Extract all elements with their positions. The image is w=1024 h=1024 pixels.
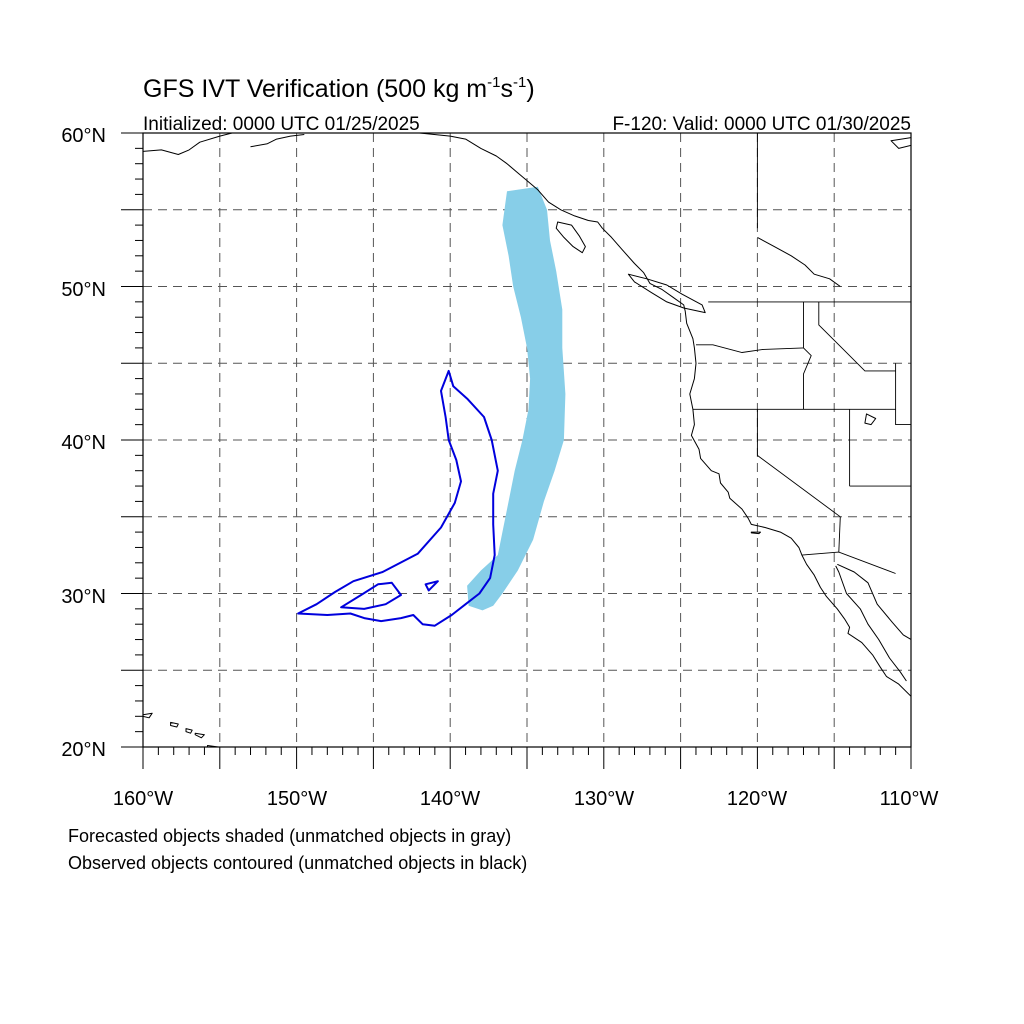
coastline-kenai-piece	[250, 134, 305, 148]
lat-label-30n: 30°N	[61, 586, 106, 608]
caption-observed: Observed objects contoured (unmatched ob…	[68, 853, 527, 873]
coastline-hawaii-4	[194, 732, 205, 739]
valid-time-label: F-120: Valid: 0000 UTC 01/30/2025	[612, 114, 911, 135]
coastline-gulf-california-west	[835, 565, 907, 682]
lon-label-130w: 130°W	[574, 788, 634, 810]
coastline-alaska-sw	[143, 133, 233, 155]
coastline-haida-gwaii	[555, 221, 586, 254]
init-time-label: Initialized: 0000 UTC 01/25/2025	[143, 114, 420, 135]
border-or-wa	[696, 344, 804, 353]
coastline-gulf-california-east	[837, 563, 911, 640]
lon-label-150w: 150°W	[267, 788, 327, 810]
border-id-mt	[818, 301, 896, 372]
border-ca-nv	[756, 409, 841, 518]
lat-label-40n: 40°N	[61, 432, 106, 454]
observed-ivt-inner-contour	[340, 581, 402, 610]
coastline-alaska-panhandle	[296, 133, 603, 229]
lat-label-50n: 50°N	[61, 279, 106, 301]
coastline-ne-corner	[890, 137, 911, 149]
coastline-channel-islands	[750, 531, 761, 535]
border-wy-border	[895, 363, 911, 426]
lat-label-60n: 60°N	[61, 125, 106, 147]
coastline-great-salt-lake	[864, 413, 877, 426]
lon-label-110w: 110°W	[880, 788, 939, 810]
observed-ivt-contour	[297, 369, 499, 627]
lon-label-160w: 160°W	[113, 788, 173, 810]
coastline-hawaii-3	[185, 728, 193, 734]
forecast-objects	[467, 186, 566, 611]
lon-label-140w: 140°W	[420, 788, 480, 810]
coastline-lake-canada	[757, 236, 841, 287]
caption-forecast: Forecasted objects shaded (unmatched obj…	[68, 826, 511, 846]
observed-ivt-small-contour	[424, 580, 439, 592]
coastline-west-coast	[601, 227, 911, 697]
lat-label-20n: 20°N	[61, 739, 106, 761]
figure-title: GFS IVT Verification (500 kg m-1s-1)	[143, 74, 535, 103]
axis-ticks	[121, 132, 912, 769]
observed-objects	[297, 369, 499, 627]
coastline-hawaii-2	[170, 721, 179, 728]
lon-label-120w: 120°W	[727, 788, 787, 810]
coastline-vancouver-island	[627, 273, 706, 314]
border-or-id	[803, 347, 812, 410]
border-us-mexico	[801, 551, 896, 574]
coastlines-borders	[143, 133, 911, 747]
coastline-hawaii-1	[143, 712, 153, 719]
border-az-ca	[838, 516, 841, 553]
forecast-ivt-object	[467, 186, 566, 611]
